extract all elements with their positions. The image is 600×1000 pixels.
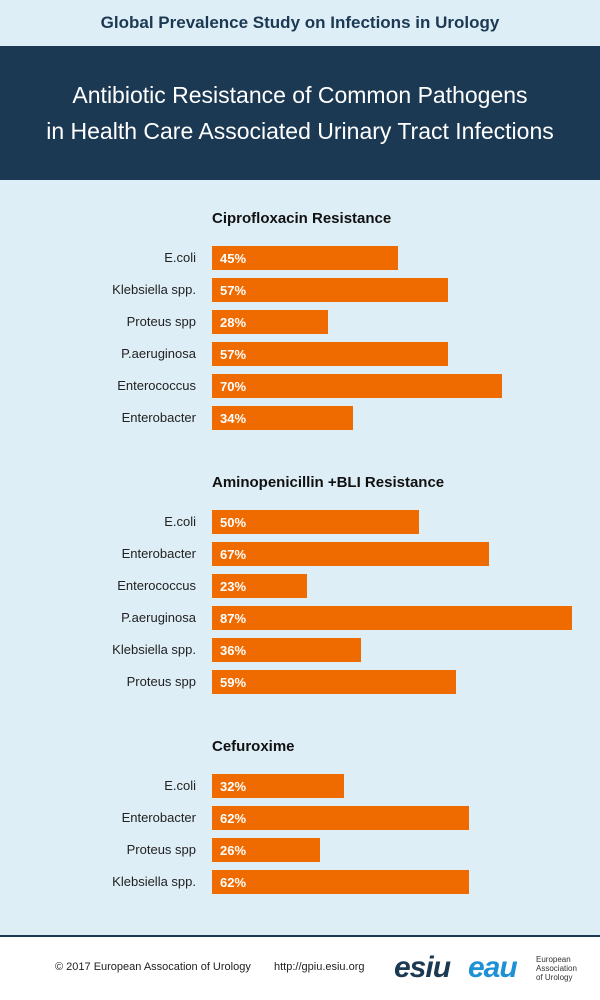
category-label: Proteus spp <box>126 314 196 329</box>
bar <box>212 542 489 566</box>
bar <box>212 806 469 830</box>
bar <box>212 838 320 862</box>
category-label: Enterococcus <box>117 578 196 593</box>
bar <box>212 774 344 798</box>
study-title: Global Prevalence Study on Infections in… <box>100 13 500 32</box>
bar <box>212 638 361 662</box>
bar-value-label: 23% <box>220 579 247 594</box>
bar <box>212 510 419 534</box>
bar <box>212 670 456 694</box>
website-link[interactable]: http://gpiu.esiu.org <box>274 961 365 973</box>
top-header: Global Prevalence Study on Infections in… <box>0 0 600 46</box>
bar <box>212 406 353 430</box>
chart-title: Aminopenicillin +BLI Resistance <box>212 474 445 491</box>
bar <box>212 246 398 270</box>
category-label: Enterobacter <box>121 810 196 825</box>
eau-text-line-2: Association <box>536 964 577 973</box>
title-banner: Antibiotic Resistance of Common Pathogen… <box>0 46 600 180</box>
banner-title-line-1: Antibiotic Resistance of Common Pathogen… <box>72 82 528 108</box>
bar <box>212 278 448 302</box>
category-label: E.coli <box>164 250 196 265</box>
bar-value-label: 70% <box>220 379 247 394</box>
chart-title: Ciprofloxacin Resistance <box>212 210 392 227</box>
banner-title-line-2: in Health Care Associated Urinary Tract … <box>46 118 554 144</box>
bar-value-label: 45% <box>220 251 247 266</box>
charts-container: Ciprofloxacin Resistance E.coli 45% Klebsie… <box>0 180 600 935</box>
category-label: P.aeruginosa <box>121 346 196 361</box>
bar-value-label: 67% <box>220 547 247 562</box>
bar-value-label: 59% <box>220 675 247 690</box>
esiu-logo: esiu <box>394 951 451 984</box>
category-label: Enterobacter <box>121 546 196 561</box>
category-label: P.aeruginosa <box>121 610 196 625</box>
category-label: Proteus spp <box>126 674 196 689</box>
bar-value-label: 36% <box>220 643 247 658</box>
category-label: Klebsiella spp. <box>112 282 196 297</box>
chart-title: Cefuroxime <box>212 738 295 755</box>
bar-value-label: 62% <box>220 811 247 826</box>
category-label: Klebsiella spp. <box>112 874 196 889</box>
category-label: E.coli <box>164 514 196 529</box>
bar-value-label: 26% <box>220 843 247 858</box>
eau-logo-text: European Association of Urology <box>536 955 577 982</box>
eau-text-line-1: European <box>536 955 571 964</box>
bar <box>212 342 448 366</box>
bar-value-label: 34% <box>220 411 247 426</box>
bar-value-label: 87% <box>220 611 247 626</box>
footer: © 2017 European Assocation of Urology ht… <box>0 935 600 1000</box>
bar <box>212 310 328 334</box>
bar-value-label: 57% <box>220 283 247 298</box>
bar-value-label: 62% <box>220 875 247 890</box>
bar <box>212 374 502 398</box>
bar-value-label: 50% <box>220 515 247 530</box>
bar-value-label: 28% <box>220 315 247 330</box>
bar <box>212 606 572 630</box>
category-label: Enterobacter <box>121 410 196 425</box>
bar <box>212 574 307 598</box>
eau-logo: eau <box>468 951 518 984</box>
bar-value-label: 57% <box>220 347 247 362</box>
bar-value-label: 32% <box>220 779 247 794</box>
category-label: Proteus spp <box>126 842 196 857</box>
category-label: Enterococcus <box>117 378 196 393</box>
copyright-text: © 2017 European Assocation of Urology <box>55 961 251 973</box>
category-label: Klebsiella spp. <box>112 642 196 657</box>
bar <box>212 870 469 894</box>
category-label: E.coli <box>164 778 196 793</box>
eau-text-line-3: of Urology <box>536 973 573 982</box>
